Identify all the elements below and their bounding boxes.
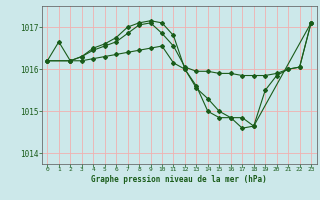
X-axis label: Graphe pression niveau de la mer (hPa): Graphe pression niveau de la mer (hPa) (91, 175, 267, 184)
